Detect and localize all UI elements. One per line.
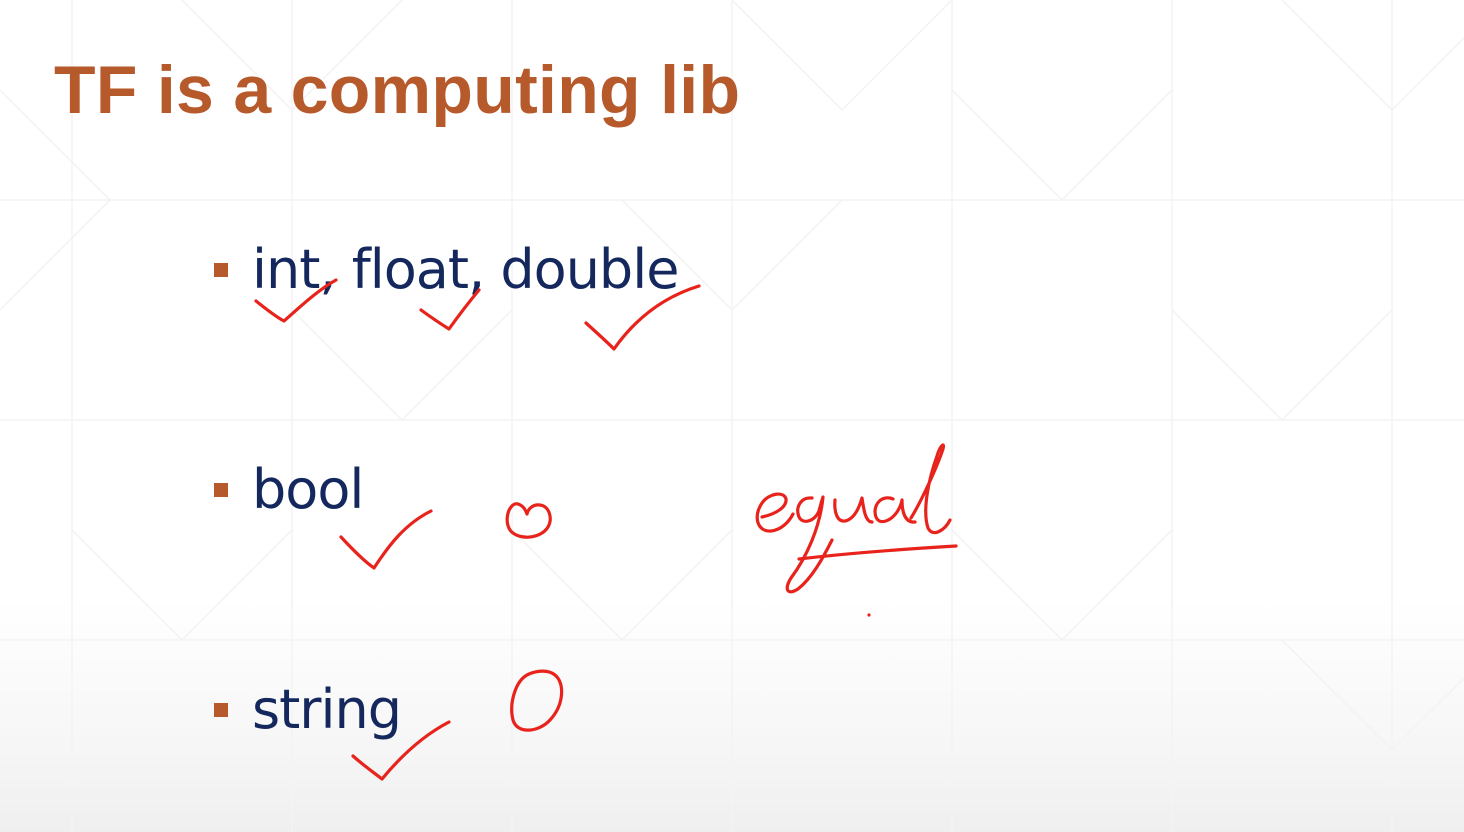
bullet-item-string: string [214,678,402,742]
bullet-square-icon [214,703,228,717]
bullet-item-numeric-types: int, float, double [214,238,679,302]
bullet-text: string [252,678,402,741]
slide-title: TF is a computing lib [54,52,741,128]
bullet-square-icon [214,483,228,497]
bullet-text: bool [252,458,364,521]
bullet-text: int, float, double [252,238,679,301]
bullet-square-icon [214,263,228,277]
bullet-item-bool: bool [214,458,364,522]
